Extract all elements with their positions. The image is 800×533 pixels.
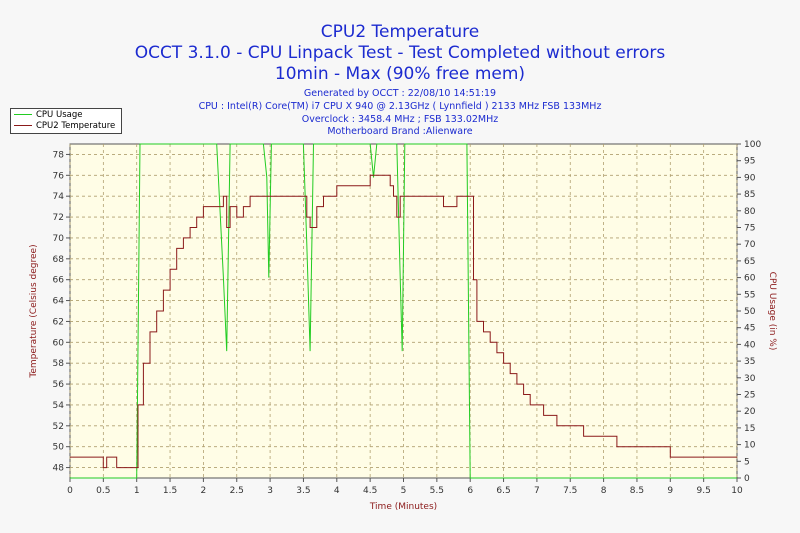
- y-left-tick-label: 72: [53, 213, 64, 223]
- y-left-tick-label: 60: [53, 338, 65, 348]
- cpu-info: CPU : Intel(R) Core(TM) i7 CPU X 940 @ 2…: [198, 101, 602, 112]
- y-right-tick-label: 15: [744, 424, 755, 434]
- y-left-tick-label: 50: [53, 443, 65, 453]
- x-tick-label: 6: [467, 486, 473, 496]
- overclock-info: Overclock : 3458.4 MHz ; FSB 133.02MHz: [301, 114, 499, 125]
- x-tick-label: 8.5: [630, 486, 644, 496]
- x-tick-label: 7.5: [563, 486, 577, 496]
- x-tick-label: 8: [601, 486, 607, 496]
- y-left-tick-label: 48: [53, 464, 65, 474]
- x-tick-label: 4: [334, 486, 340, 496]
- legend-label-cpu-usage: CPU Usage: [36, 110, 83, 120]
- y-left-tick-label: 76: [53, 171, 65, 181]
- chart-subtitle-2: 10min - Max (90% free mem): [274, 64, 526, 84]
- x-tick-label: 2: [201, 486, 207, 496]
- y-right-tick-label: 75: [744, 224, 755, 234]
- legend-swatch-cpu-usage: [14, 114, 32, 115]
- motherboard-info: Motherboard Brand :Alienware: [327, 126, 473, 137]
- y-right-tick-label: 20: [744, 407, 756, 417]
- y-right-tick-label: 40: [744, 340, 756, 350]
- y-left-tick-label: 74: [53, 192, 65, 202]
- y-left-tick-label: 70: [53, 234, 65, 244]
- y-right-tick-label: 55: [744, 290, 755, 300]
- chart-subtitle: OCCT 3.1.0 - CPU Linpack Test - Test Com…: [134, 43, 666, 63]
- x-tick-label: 9.5: [696, 486, 710, 496]
- y-right-tick-label: 85: [744, 190, 755, 200]
- y-right-tick-label: 65: [744, 257, 755, 267]
- y-right-tick-label: 50: [744, 307, 756, 317]
- x-tick-label: 5.5: [430, 486, 444, 496]
- y-right-tick-label: 100: [744, 140, 761, 150]
- y-right-tick-label: 25: [744, 391, 755, 401]
- y-right-tick-label: 70: [744, 240, 756, 250]
- y-left-tick-label: 54: [53, 401, 65, 411]
- y-left-tick-label: 64: [53, 297, 65, 307]
- y-left-tick-label: 58: [53, 359, 65, 369]
- x-tick-label: 0.5: [96, 486, 110, 496]
- x-tick-label: 4.5: [363, 486, 377, 496]
- y-left-tick-label: 78: [53, 150, 65, 160]
- y-left-tick-label: 68: [53, 255, 65, 265]
- legend-item-cpu2-temperature: CPU2 Temperature: [14, 121, 115, 132]
- y-left-axis-label: Temperature (Celsius degree): [29, 244, 39, 378]
- x-tick-label: 6.5: [496, 486, 510, 496]
- y-right-axis-label: CPU Usage (in %): [767, 272, 777, 351]
- y-right-tick-label: 35: [744, 357, 755, 367]
- y-right-tick-label: 80: [744, 207, 756, 217]
- x-tick-label: 2.5: [230, 486, 244, 496]
- x-tick-label: 1.5: [163, 486, 177, 496]
- series-line-cpu-usage: [70, 143, 737, 479]
- y-left-tick-label: 66: [53, 276, 65, 286]
- y-right-tick-label: 45: [744, 324, 755, 334]
- y-right-tick-label: 60: [744, 274, 756, 284]
- x-tick-label: 10: [731, 486, 743, 496]
- y-right-tick-label: 0: [744, 474, 750, 484]
- x-tick-label: 0: [67, 486, 73, 496]
- chart-title: CPU2 Temperature: [320, 22, 480, 42]
- legend-item-cpu-usage: CPU Usage: [14, 110, 82, 121]
- y-left-tick-label: 62: [53, 317, 64, 327]
- generated-info: Generated by OCCT : 22/08/10 14:51:19: [303, 88, 497, 99]
- x-tick-label: 7: [534, 486, 540, 496]
- y-left-tick-label: 52: [53, 422, 64, 432]
- y-right-tick-label: 10: [744, 441, 756, 451]
- x-tick-label: 5: [401, 486, 407, 496]
- y-right-tick-label: 30: [744, 374, 756, 384]
- legend-label-cpu2-temperature: CPU2 Temperature: [36, 121, 116, 131]
- chart-legend: CPU Usage CPU2 Temperature: [10, 108, 122, 134]
- legend-swatch-cpu2-temperature: [14, 125, 32, 126]
- x-tick-label: 3: [267, 486, 273, 496]
- y-right-tick-label: 90: [744, 173, 756, 183]
- x-axis-label: Time (Minutes): [369, 502, 437, 512]
- series-line-cpu2-temperature: [70, 174, 737, 469]
- y-right-tick-label: 95: [744, 157, 755, 167]
- x-tick-label: 9: [667, 486, 673, 496]
- x-tick-label: 1: [134, 486, 140, 496]
- x-tick-label: 3.5: [296, 486, 310, 496]
- y-right-tick-label: 5: [744, 457, 750, 467]
- y-left-tick-label: 56: [53, 380, 65, 390]
